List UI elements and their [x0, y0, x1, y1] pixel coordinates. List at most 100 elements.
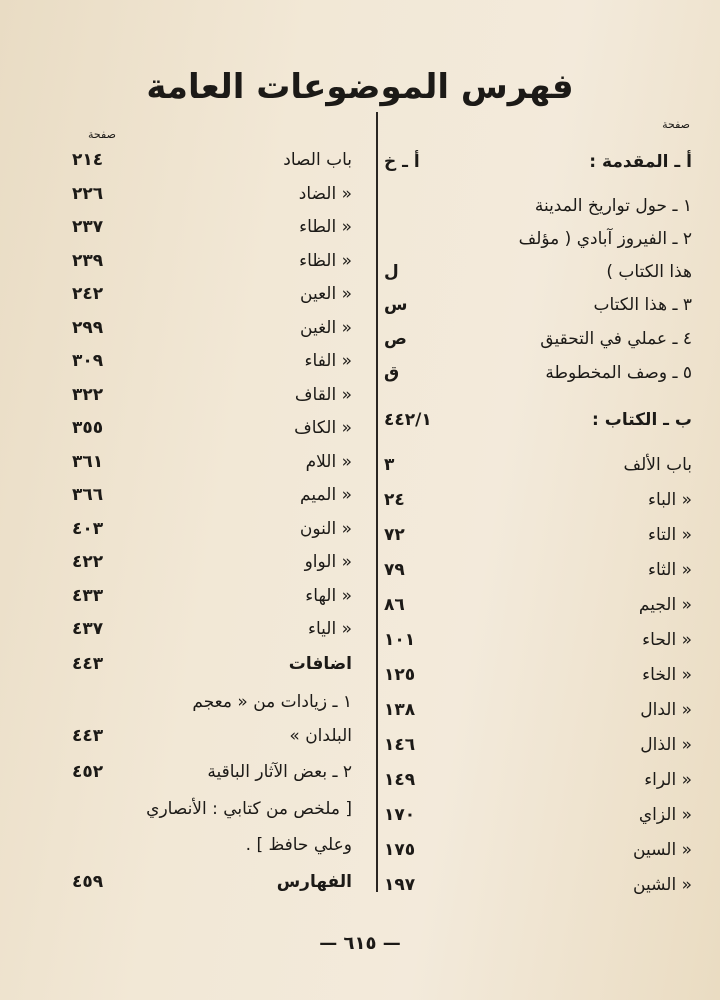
toc-entry-title: باب الألف	[623, 455, 692, 475]
toc-entry: « الدال ١٣٨	[374, 698, 692, 724]
toc-entry-page: ١٤٩	[384, 770, 416, 790]
toc-entry-page: ٢٢٦	[72, 184, 104, 204]
toc-entry: اضافات ٤٤٣	[72, 652, 352, 678]
toc-entry: « الذال ١٤٦	[374, 733, 692, 759]
toc-entry-page: ق	[384, 363, 400, 383]
toc-entry-title: « الهاء	[305, 586, 352, 606]
toc-entry-title: ١ ـ حول تواريخ المدينة	[534, 196, 692, 216]
toc-entry: « اللام ٣٦١	[72, 450, 352, 476]
toc-entry: « الواو ٤٢٢	[72, 550, 352, 576]
page-title: فهرس الموضوعات العامة	[146, 67, 574, 107]
toc-entry-page: ٣	[384, 455, 395, 475]
toc-entry: ٢ ـ الفيروز آبادي ( مؤلف	[374, 227, 692, 253]
column-divider	[376, 112, 378, 892]
toc-entry-page: ١٤٦	[384, 735, 416, 755]
toc-entry-page: ٤٤٣	[72, 726, 104, 746]
toc-entry-title: الفهارس	[276, 872, 352, 892]
toc-entry: وعلي حافظ ] .	[72, 833, 352, 859]
toc-entry-page: ٣٦٦	[72, 485, 104, 505]
toc-entry: ١ ـ زيادات من « معجم	[72, 690, 352, 716]
toc-entry-title: « الخاء	[642, 665, 692, 685]
toc-entry: الفهارس ٤٥٩	[72, 870, 352, 896]
toc-entry: « النون ٤٠٣	[72, 517, 352, 543]
toc-entry: « الزاي ١٧٠	[374, 803, 692, 829]
toc-entry: « الحاء ١٠١	[374, 628, 692, 654]
toc-entry: « القاف ٣٢٢	[72, 383, 352, 409]
toc-entry-title: « الظاء	[299, 251, 352, 271]
toc-entry-page: ٨٦	[384, 595, 405, 615]
toc-entry-page: ١٩٧	[384, 875, 416, 895]
toc-entry: « الجيم ٨٦	[374, 593, 692, 619]
toc-entry-page: ١٠١	[384, 630, 416, 650]
toc-entry: « التاء ٧٢	[374, 523, 692, 549]
toc-entry: « الياء ٤٣٧	[72, 617, 352, 643]
toc-entry-page: ٢٣٩	[72, 251, 104, 271]
toc-entry-page: ٤٢٢	[72, 552, 104, 572]
toc-entry-title: اضافات	[288, 654, 352, 674]
toc-entry-page: ١٧٠	[384, 805, 416, 825]
toc-entry-title: « الشين	[633, 875, 692, 895]
toc-entry: « الغين ٢٩٩	[72, 316, 352, 342]
toc-entry-title: البلدان »	[289, 726, 352, 746]
toc-entry-page: ٢٣٧	[72, 217, 104, 237]
toc-entry-page: ١٣٨	[384, 700, 416, 720]
page-number: — ٦١٥ —	[319, 933, 401, 954]
toc-entry: « الثاء ٧٩	[374, 558, 692, 584]
toc-entry-title: ٣ ـ هذا الكتاب	[593, 295, 692, 315]
toc-entry-title: « الميم	[300, 485, 352, 505]
toc-entry-page: ١٧٥	[384, 840, 416, 860]
toc-entry: [ ملخص من كتابي : الأنصاري	[72, 797, 352, 823]
toc-entry-title: « الواو	[304, 552, 352, 572]
toc-entry: « الهاء ٤٣٣	[72, 584, 352, 610]
toc-entry-page: ٧٢	[384, 525, 405, 545]
toc-entry: باب الصاد ٢١٤	[72, 148, 352, 174]
toc-entry-title: « الحاء	[642, 630, 692, 650]
toc-entry-title: « الطاء	[299, 217, 352, 237]
toc-entry-page: ٤٤٢/١	[384, 410, 432, 430]
toc-entry-title: « العين	[300, 284, 352, 304]
toc-entry-title: « الباء	[647, 490, 692, 510]
toc-entry-title: « السين	[633, 840, 692, 860]
toc-entry: « الشين ١٩٧	[374, 873, 692, 899]
toc-entry: ٤ ـ عملي في التحقيق ص	[374, 327, 692, 353]
toc-entry-page: ٢٩٩	[72, 318, 104, 338]
toc-entry-page: ل	[384, 262, 399, 282]
left-column-header: صفحة	[88, 128, 116, 141]
toc-entry-title: « الراء	[644, 770, 692, 790]
toc-entry-page: ٣٥٥	[72, 418, 104, 438]
toc-entry-page: ٣٠٩	[72, 351, 104, 371]
toc-entry: « الضاد ٢٢٦	[72, 182, 352, 208]
toc-entry-title: « القاف	[294, 385, 352, 405]
toc-entry-page: س	[384, 295, 408, 315]
toc-entry: أ ـ المقدمة : أ ـ خ	[374, 150, 692, 176]
toc-entry: ٢ ـ بعض الآثار الباقية ٤٥٢	[72, 760, 352, 786]
toc-entry-page: أ ـ خ	[384, 152, 420, 172]
toc-entry-page: ٣٦١	[72, 452, 104, 472]
toc-entry-title: « الياء	[307, 619, 352, 639]
toc-entry: « الراء ١٤٩	[374, 768, 692, 794]
toc-entry-title: ٥ ـ وصف المخطوطة	[545, 363, 692, 383]
toc-entry-page: ٢٤٢	[72, 284, 104, 304]
toc-entry: باب الألف ٣	[374, 453, 692, 479]
toc-entry-title: « الغين	[300, 318, 352, 338]
toc-entry: « الباء ٢٤	[374, 488, 692, 514]
toc-entry-page: ٤٥٩	[72, 872, 104, 892]
toc-entry-title: « الثاء	[647, 560, 692, 580]
toc-entry-title: « التاء	[647, 525, 692, 545]
toc-entry-title: باب الصاد	[283, 150, 352, 170]
toc-entry-page: ٤٥٢	[72, 762, 104, 782]
toc-entry-page: ٧٩	[384, 560, 405, 580]
toc-entry-title: « الدال	[640, 700, 692, 720]
toc-entry: « السين ١٧٥	[374, 838, 692, 864]
toc-entry: « الفاء ٣٠٩	[72, 349, 352, 375]
toc-entry-title: أ ـ المقدمة :	[589, 152, 692, 172]
toc-entry-page: ٤٣٧	[72, 619, 104, 639]
toc-entry-page: ٢٤	[384, 490, 405, 510]
toc-entry-title: « الذال	[640, 735, 692, 755]
toc-entry-title: « النون	[299, 519, 352, 539]
toc-entry-page: ٤٤٣	[72, 654, 104, 674]
toc-entry: ب ـ الكتاب : ٤٤٢/١	[374, 408, 692, 434]
toc-entry: « العين ٢٤٢	[72, 282, 352, 308]
toc-entry-title: هذا الكتاب )	[606, 262, 692, 282]
toc-entry-page: ١٢٥	[384, 665, 416, 685]
